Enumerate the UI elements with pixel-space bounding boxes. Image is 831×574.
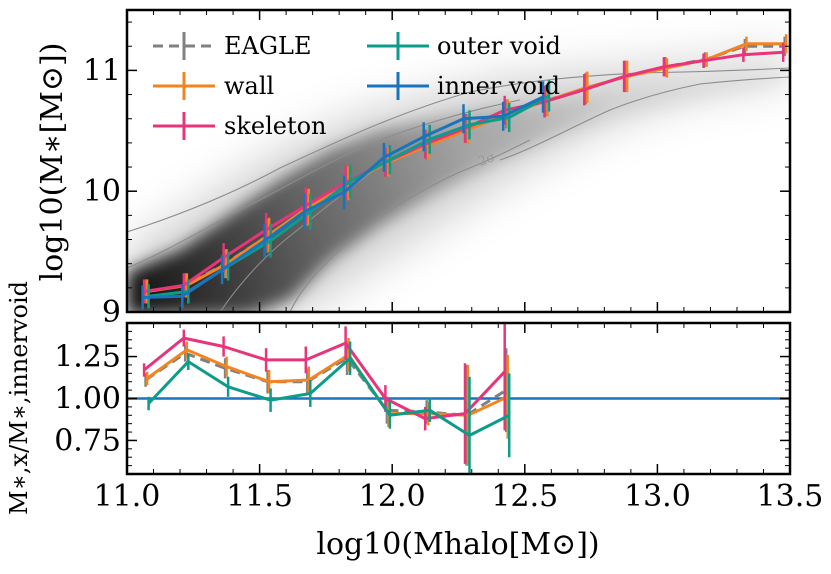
legend-label-inner-void: inner void [437, 72, 560, 100]
top-series-skeleton [142, 42, 785, 304]
x-tick-label: 13.0 [624, 479, 691, 514]
top-series-inner-void [141, 81, 545, 310]
top-ytick-label: 10 [83, 174, 121, 209]
contour-outer-lower [289, 139, 531, 312]
bottom-axes-frame [125, 321, 792, 476]
top-ytick-label: 9 [102, 295, 121, 330]
x-axis-label: log10(Mhalo[M⊙]) [316, 527, 599, 562]
legend-entry-outer-void: outer void [367, 32, 561, 60]
legend-label-skeleton: skeleton [224, 112, 327, 140]
top-series-layer [141, 34, 788, 310]
density-background [127, 50, 790, 312]
bottom-line-skeleton [143, 336, 506, 421]
bottom-series-layer [127, 323, 790, 474]
top-ytick-label: 11 [83, 53, 121, 88]
legend-label-eagle: EAGLE [224, 32, 311, 60]
x-tick-label: 11.5 [226, 479, 293, 514]
legend-entry-eagle: EAGLE [153, 32, 311, 60]
bottom-series-eagle [144, 341, 508, 466]
bottom-ytick-label: 1.25 [54, 340, 121, 375]
x-tick-label: 12.0 [359, 479, 426, 514]
top-ylabel: log10(M∗[M⊙]) [35, 43, 70, 282]
legend-entry-inner-void: inner void [367, 72, 560, 100]
contour-mid-upper [127, 99, 521, 269]
bottom-ylabel: M∗,x/M∗,innervoid [5, 281, 33, 515]
bottom-line-outer-void [147, 356, 510, 437]
bottom-ytick-label: 1.00 [54, 382, 121, 417]
bottom-series-wall [145, 338, 509, 466]
legend-label-wall: wall [224, 72, 274, 100]
contour-2sigma [499, 76, 790, 161]
density-core [127, 68, 790, 312]
contour-label: 2σ [476, 150, 497, 170]
bottom-line-eagle [144, 351, 508, 417]
x-tick-label: 11.0 [94, 479, 161, 514]
bottom-ytick-label: 0.75 [54, 423, 121, 458]
legend-label-outer-void: outer void [437, 32, 561, 60]
legend: EAGLE wall skeleton outer void inner voi [153, 32, 561, 140]
bottom-ticks: 0.75 1.00 1.25 [54, 330, 790, 475]
x-tick-label: 13.5 [757, 479, 824, 514]
x-axis-ticks: 11.0 11.5 12.0 12.5 13.0 13.5 [94, 10, 824, 514]
bottom-series-skeleton [142, 323, 506, 464]
legend-entry-wall: wall [153, 72, 274, 100]
bottom-series-outer-void [147, 341, 511, 474]
top-panel: 2σ 9 10 11 EAGLE wall skeleton [35, 8, 792, 330]
x-tick-label: 12.5 [491, 479, 558, 514]
legend-entry-skeleton: skeleton [153, 112, 327, 140]
contour-outer-upper [127, 67, 790, 233]
top-axes-frame [125, 8, 792, 314]
bottom-panel: 0.75 1.00 1.25 M∗,x/M∗,innervoid [5, 281, 792, 515]
